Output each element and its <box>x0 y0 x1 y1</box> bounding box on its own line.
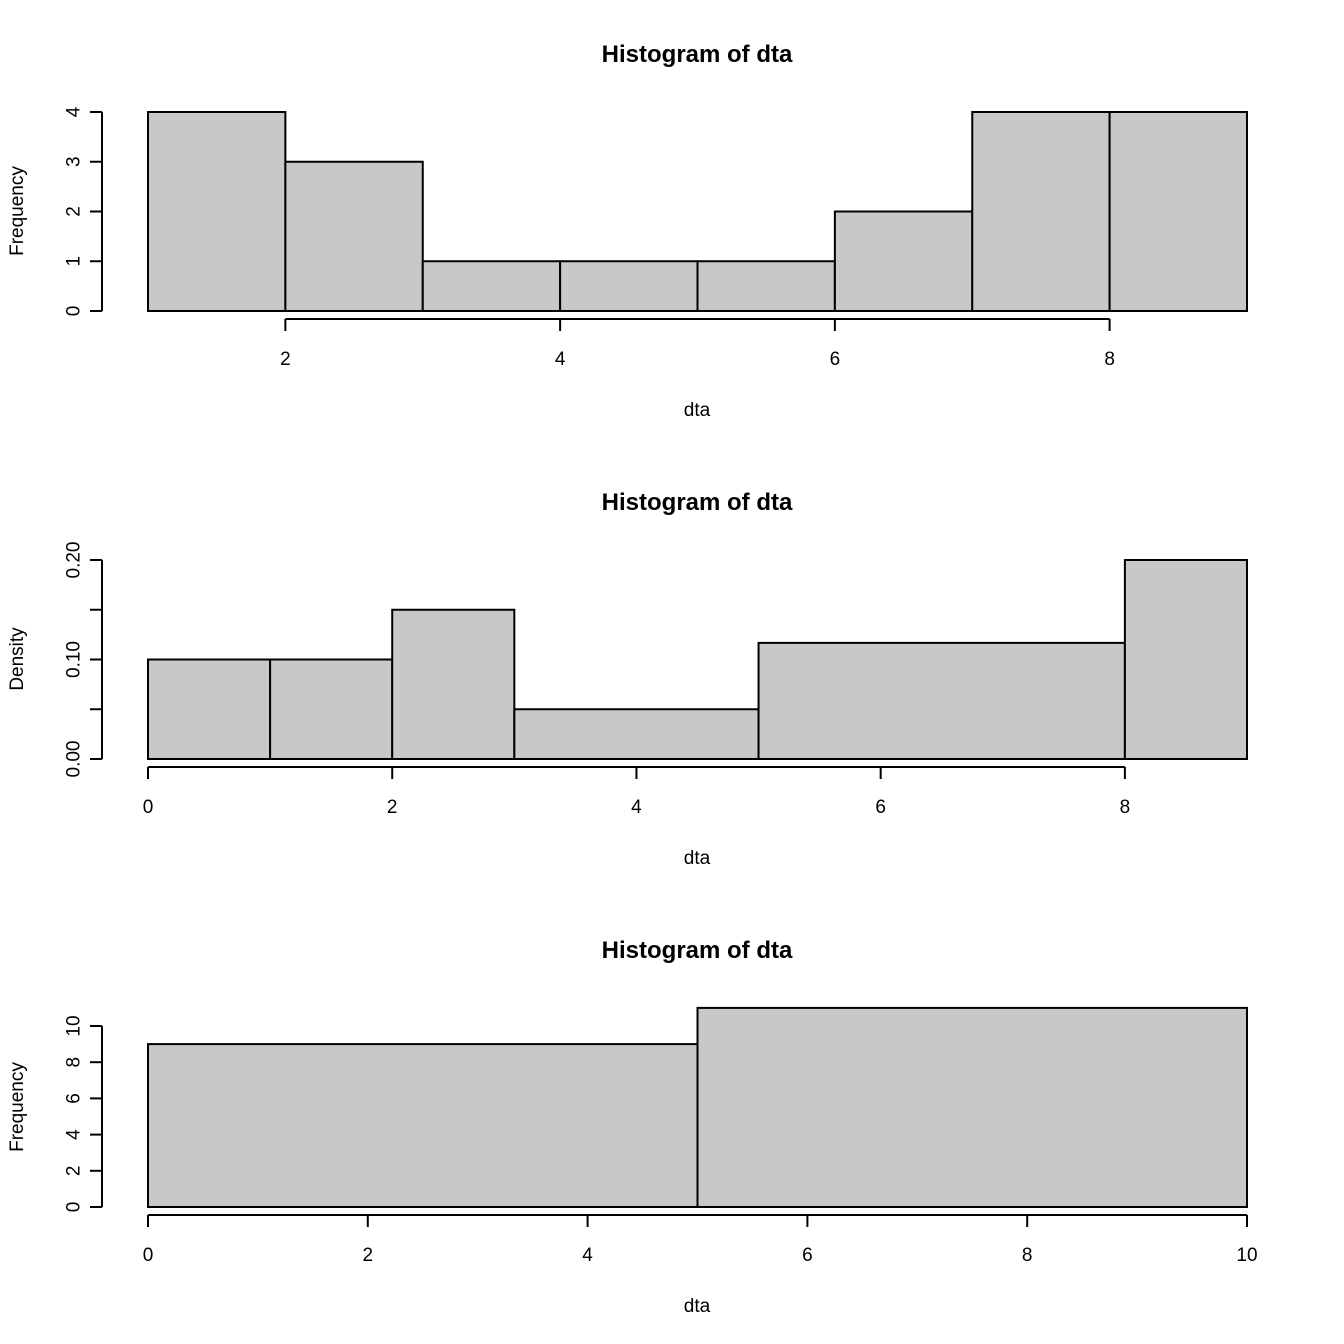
y-axis: 0.00 0.10 0.20 <box>64 542 103 778</box>
histogram-bar <box>559 260 699 312</box>
x-axis: 0 2 4 6 8 10 <box>143 1214 1258 1266</box>
x-tick-label: 6 <box>875 797 886 818</box>
histogram-bar <box>147 1043 699 1208</box>
y-tick-label: 10 <box>64 1015 85 1036</box>
x-tick-label: 8 <box>1022 1245 1033 1266</box>
x-tick-label: 0 <box>143 1245 154 1266</box>
x-tick-label: 0 <box>143 797 154 818</box>
y-tick-label: 1 <box>64 256 85 267</box>
x-tick-label: 8 <box>1104 349 1115 370</box>
x-tick-label: 10 <box>1236 1245 1257 1266</box>
x-tick-label: 6 <box>830 349 841 370</box>
histogram-bar <box>391 608 516 760</box>
y-tick-label: 0 <box>64 306 85 317</box>
x-tick-label: 2 <box>280 349 291 370</box>
y-tick-label: 4 <box>64 1129 85 1140</box>
y-tick-label: 2 <box>64 206 85 217</box>
x-axis-label: dta <box>684 1296 711 1317</box>
chart-title: Histogram of dta <box>602 41 793 68</box>
histogram-bar <box>1108 111 1248 312</box>
x-tick-label: 2 <box>363 1245 374 1266</box>
histogram-bar <box>833 210 974 312</box>
y-tick-label: 2 <box>64 1166 85 1177</box>
histogram-bar <box>757 641 1126 760</box>
y-axis-label: Frequency <box>7 166 28 256</box>
bars <box>147 559 1249 760</box>
x-tick-label: 8 <box>1120 797 1131 818</box>
x-tick-label: 4 <box>631 797 642 818</box>
histogram-bar <box>513 708 760 760</box>
histogram-panel-1: Histogram of dta dta Frequency 2 4 6 8 0 1 2 3… <box>7 41 1248 421</box>
histogram-bar <box>284 160 424 312</box>
histogram-bar <box>696 1006 1248 1209</box>
y-axis-label: Density <box>7 627 28 691</box>
x-axis-label: dta <box>684 848 711 869</box>
y-axis: 0 2 4 6 8 10 <box>64 1015 103 1212</box>
bars <box>147 111 1248 312</box>
histogram-bar <box>971 111 1111 312</box>
x-axis: 0 2 4 6 8 <box>143 766 1131 818</box>
x-axis-label: dta <box>684 400 711 421</box>
histogram-bar <box>696 260 836 312</box>
bars <box>147 1006 1248 1209</box>
y-tick-label: 0.10 <box>64 641 85 678</box>
histogram-bar <box>421 260 562 312</box>
y-axis: 0 1 2 3 4 <box>64 106 103 316</box>
x-tick-label: 4 <box>555 349 566 370</box>
histogram-bar <box>269 658 394 760</box>
y-tick-label: 0 <box>64 1202 85 1213</box>
y-tick-label: 3 <box>64 156 85 167</box>
y-axis-label: Frequency <box>7 1062 28 1152</box>
x-tick-label: 4 <box>582 1245 593 1266</box>
histogram-bar <box>1123 559 1249 760</box>
y-tick-label: 0.00 <box>64 741 85 778</box>
y-tick-label: 6 <box>64 1093 85 1104</box>
y-tick-label: 0.20 <box>64 542 85 579</box>
histogram-bar <box>147 658 272 760</box>
y-tick-label: 4 <box>64 106 85 117</box>
x-tick-label: 2 <box>387 797 398 818</box>
histogram-panel-3: Histogram of dta dta Frequency 0 2 4 6 8 10 0… <box>7 937 1258 1317</box>
y-tick-label: 8 <box>64 1057 85 1068</box>
chart-title: Histogram of dta <box>602 489 793 516</box>
histogram-bar <box>147 111 287 312</box>
x-axis: 2 4 6 8 <box>280 318 1115 370</box>
chart-title: Histogram of dta <box>602 937 793 964</box>
x-tick-label: 6 <box>802 1245 813 1266</box>
